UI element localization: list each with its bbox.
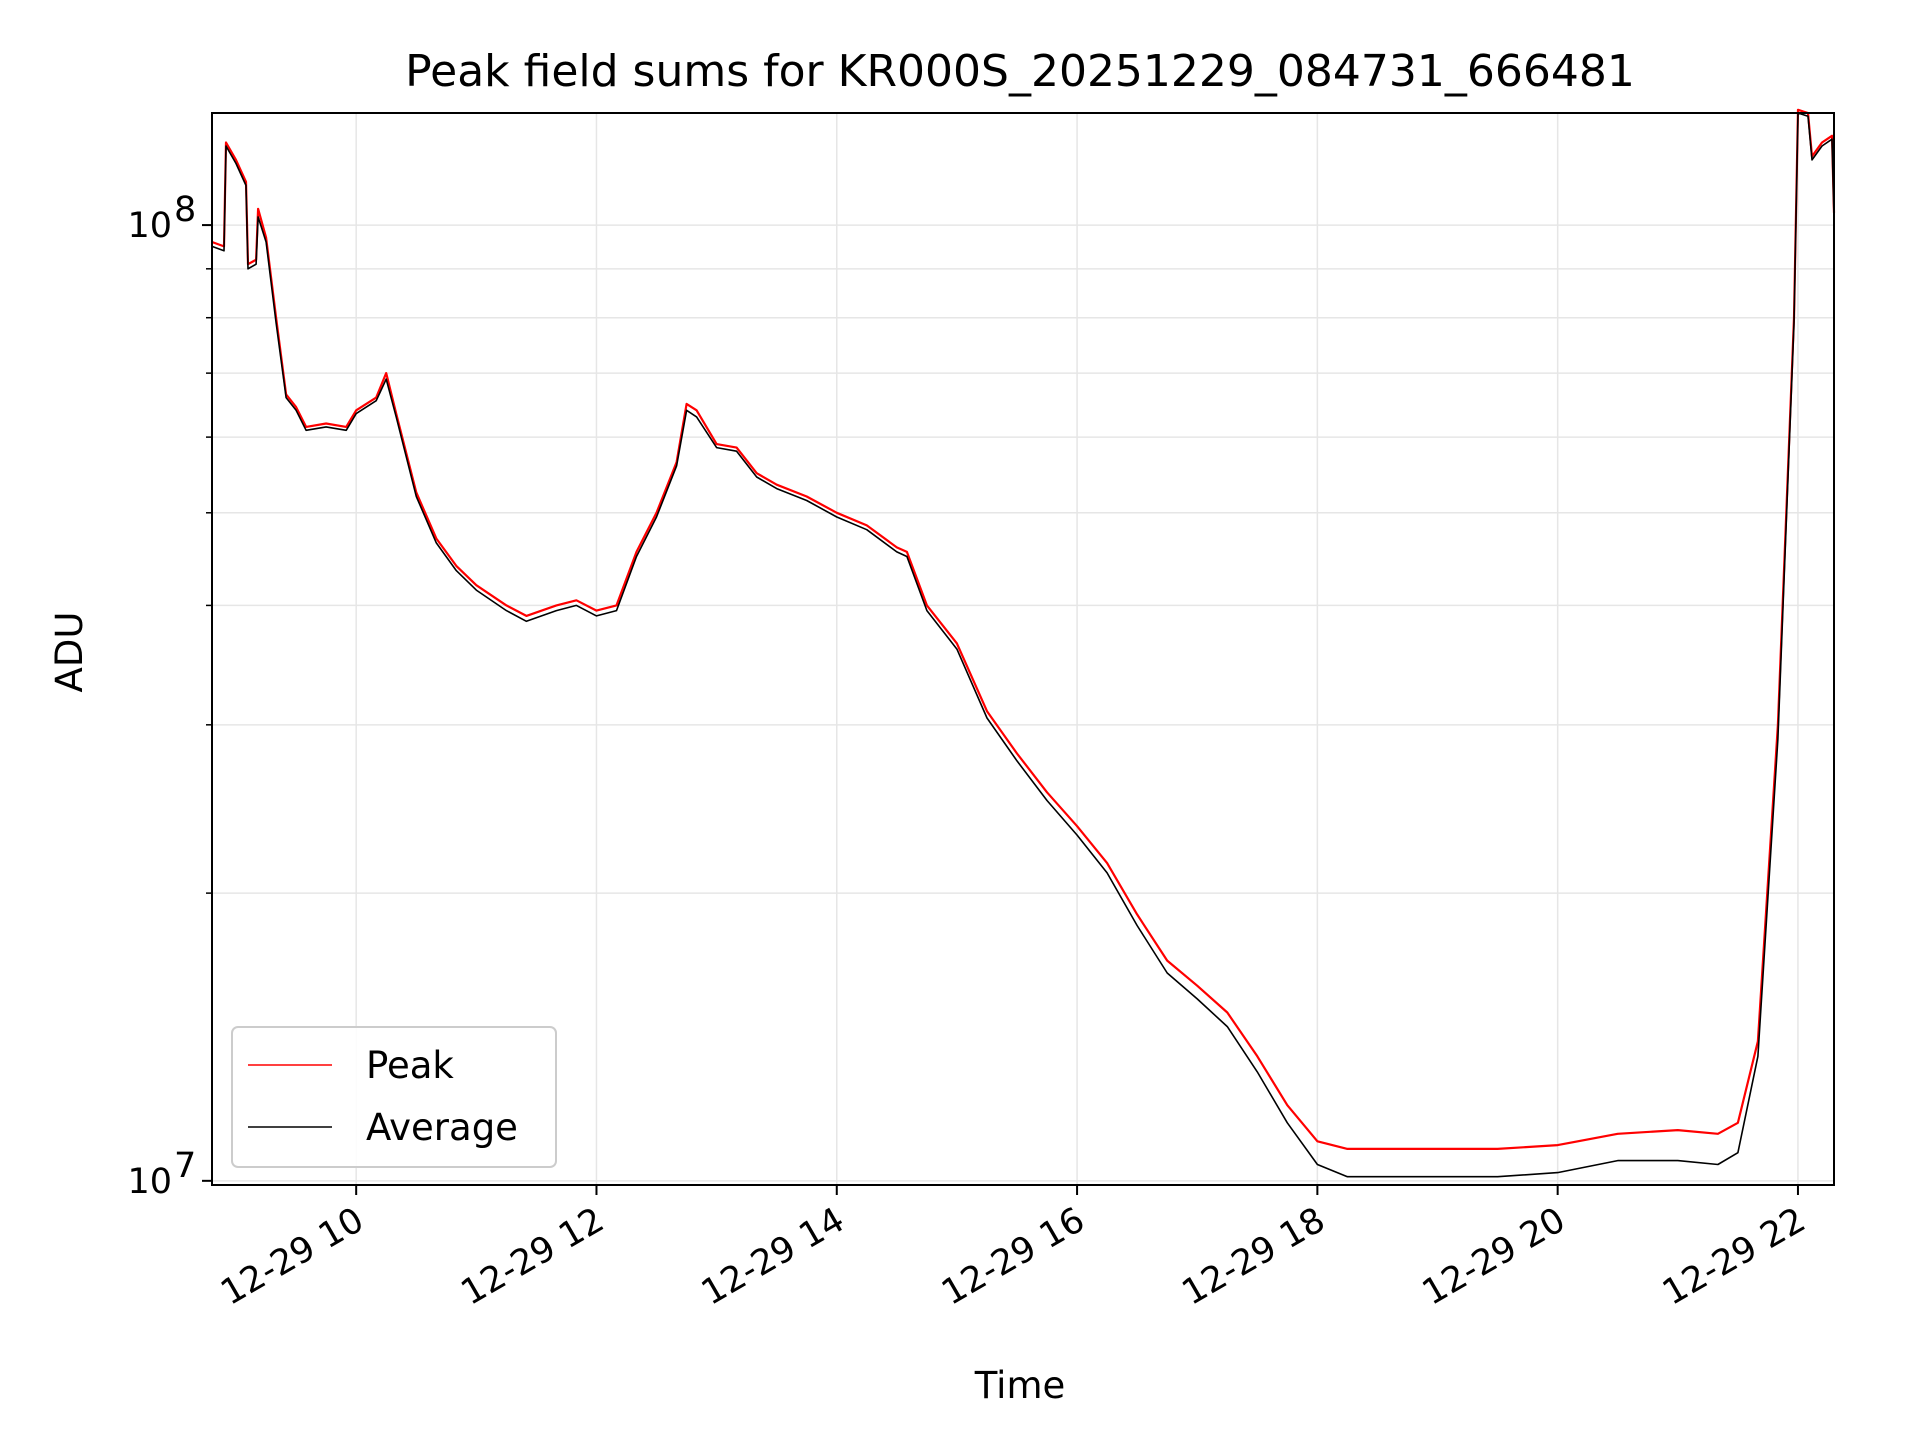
y-tick-label: 10 8 [127, 190, 196, 246]
legend: Peak Average [231, 1026, 557, 1168]
y-tick-label: 10 7 [127, 1146, 196, 1202]
series-line-average [211, 112, 1835, 1178]
y-axis-label: ADU [48, 612, 91, 693]
legend-box [231, 1026, 557, 1168]
y-tick-label-exponent: 7 [174, 1146, 196, 1186]
legend-label-average: Average [366, 1106, 518, 1149]
chart-title: Peak field sums for KR000S_20251229_0847… [405, 46, 1635, 97]
series-layer [211, 108, 1836, 1178]
y-tick-label-base: 10 [127, 1162, 172, 1202]
grid-lines [212, 113, 1834, 1185]
series-line-peak [211, 108, 1836, 1151]
x-axis-label: Time [974, 1364, 1066, 1407]
y-tick-label-base: 10 [127, 206, 172, 246]
y-tick-label-exponent: 8 [174, 190, 196, 230]
legend-label-peak: Peak [366, 1044, 454, 1087]
plot-frame [211, 112, 1835, 1186]
